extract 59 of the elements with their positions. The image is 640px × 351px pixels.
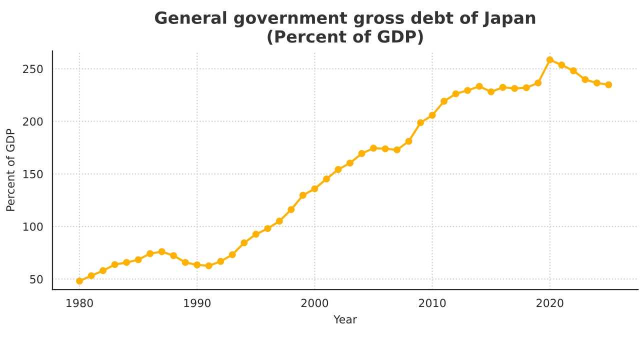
x-tick-label: 1990 [184, 298, 211, 308]
point [593, 79, 600, 86]
y-tick-label: 150 [23, 170, 43, 178]
point [488, 88, 495, 96]
point [205, 262, 212, 270]
point [134, 256, 142, 264]
point [534, 79, 542, 86]
point [76, 278, 83, 285]
point [605, 81, 612, 88]
point [558, 62, 566, 68]
point [452, 90, 460, 98]
point [428, 112, 436, 119]
point [299, 192, 306, 199]
point [100, 267, 107, 274]
point [464, 86, 472, 94]
point [322, 175, 330, 182]
point [217, 258, 224, 265]
point [311, 185, 318, 192]
point [111, 261, 118, 268]
point [346, 160, 354, 167]
x-tick-label: 1980 [66, 298, 93, 308]
point [240, 239, 248, 246]
point [146, 250, 154, 258]
y-tick-label: 200 [23, 117, 43, 126]
point [88, 272, 95, 280]
point [511, 84, 518, 92]
y-tick-label: 50 [30, 275, 43, 284]
point [417, 119, 424, 126]
x-tick-label: 2000 [301, 298, 328, 308]
y-tick-label: 100 [23, 222, 43, 231]
point [370, 144, 377, 152]
point [194, 261, 201, 268]
point [288, 206, 295, 214]
point [405, 138, 412, 145]
point [382, 145, 389, 152]
y-tick-label: 250 [23, 64, 43, 74]
point [546, 56, 554, 64]
point [276, 218, 283, 225]
y-axis-title: Percent of GDP [6, 128, 15, 211]
point [252, 230, 260, 238]
chart-title: General government gross debt of Japan (Percent of GDP) [154, 11, 536, 45]
x-axis-title: Year [333, 315, 358, 324]
point [522, 84, 530, 92]
point [182, 258, 189, 266]
point [476, 82, 483, 90]
point [570, 67, 577, 74]
point [440, 98, 448, 105]
point [334, 166, 342, 173]
point [123, 258, 130, 266]
x-tick-label: 2010 [418, 298, 446, 308]
point [582, 76, 589, 84]
x-tick-label: 2020 [536, 298, 564, 308]
point [228, 251, 236, 258]
point [264, 225, 272, 232]
point [394, 146, 400, 154]
point [358, 150, 366, 157]
point [158, 248, 166, 256]
point [499, 84, 506, 91]
point [170, 252, 178, 260]
